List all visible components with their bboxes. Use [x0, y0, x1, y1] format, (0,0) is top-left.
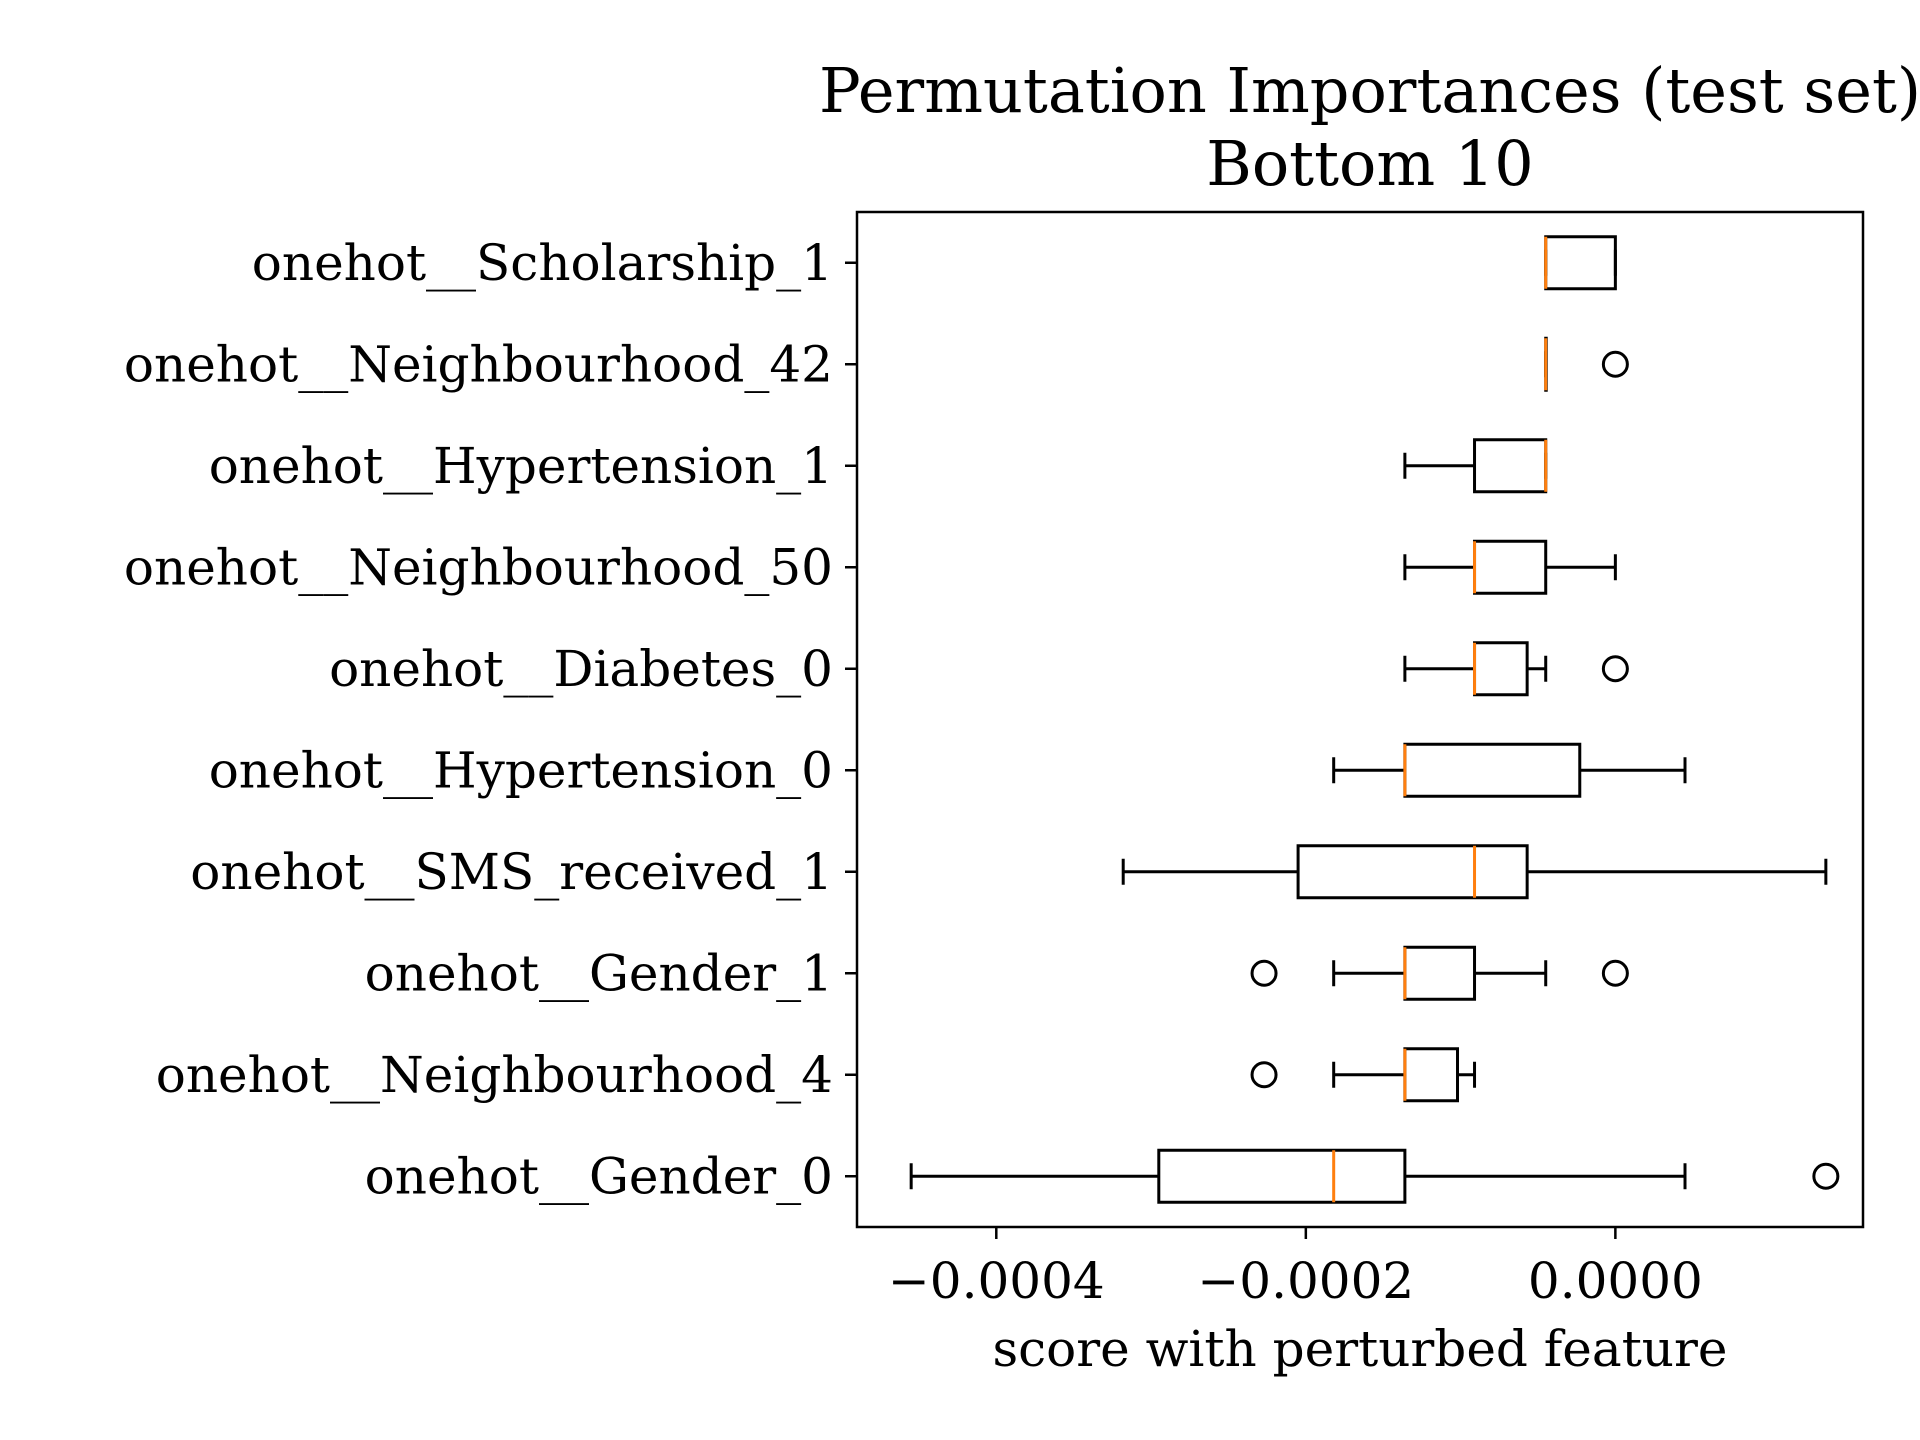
iqr-box — [1157, 1148, 1407, 1204]
outlier-point — [1601, 959, 1629, 987]
x-axis-label: score with perturbed feature — [992, 1320, 1727, 1378]
plot-area: onehot__Scholarship_1 onehot__Neighbourho… — [124, 234, 1840, 1205]
chart-title: Permutation Importances (test set) — [819, 54, 1920, 127]
box-5: onehot__Diabetes_0 — [329, 640, 1629, 698]
y-tick-label: onehot__SMS_received_1 — [190, 843, 833, 901]
box-7: onehot__SMS_received_1 — [190, 843, 1828, 901]
outlier-point — [1601, 655, 1629, 683]
box-6: onehot__Hypertension_0 — [209, 741, 1687, 799]
y-tick-label: onehot__Hypertension_0 — [209, 741, 833, 799]
chart-subtitle: Bottom 10 — [1206, 127, 1533, 200]
box-10: onehot__Gender_0 — [365, 1147, 1840, 1205]
y-tick-label: onehot__Gender_0 — [365, 1147, 833, 1205]
y-tick-label: onehot__Diabetes_0 — [329, 640, 833, 698]
outlier-point — [1601, 350, 1629, 378]
y-tick-label: onehot__Neighbourhood_4 — [156, 1046, 833, 1104]
outlier-point — [1250, 959, 1278, 987]
x-tick-label: −0.0002 — [1197, 1252, 1414, 1310]
box-8: onehot__Gender_1 — [365, 944, 1629, 1002]
axes-frame — [855, 210, 1865, 1229]
box-1: onehot__Scholarship_1 — [252, 234, 1617, 292]
y-tick-label: onehot__Neighbourhood_42 — [124, 335, 833, 393]
x-axis: −0.0004 −0.0002 0.0000 — [888, 1227, 1703, 1310]
y-tick-label: onehot__Scholarship_1 — [252, 234, 833, 292]
x-tick-label: −0.0004 — [888, 1252, 1105, 1310]
box-9: onehot__Neighbourhood_4 — [156, 1046, 1477, 1104]
x-tick-label: 0.0000 — [1528, 1252, 1703, 1310]
box-3: onehot__Hypertension_1 — [209, 437, 1548, 495]
iqr-box — [1296, 844, 1529, 900]
box-4: onehot__Neighbourhood_50 — [124, 538, 1617, 596]
y-tick-label: onehot__Hypertension_1 — [209, 437, 833, 495]
box-2: onehot__Neighbourhood_42 — [124, 335, 1629, 393]
y-tick-label: onehot__Gender_1 — [365, 944, 833, 1002]
outlier-point — [1250, 1061, 1278, 1089]
y-tick-label: onehot__Neighbourhood_50 — [124, 538, 833, 596]
outlier-point — [1812, 1162, 1840, 1190]
